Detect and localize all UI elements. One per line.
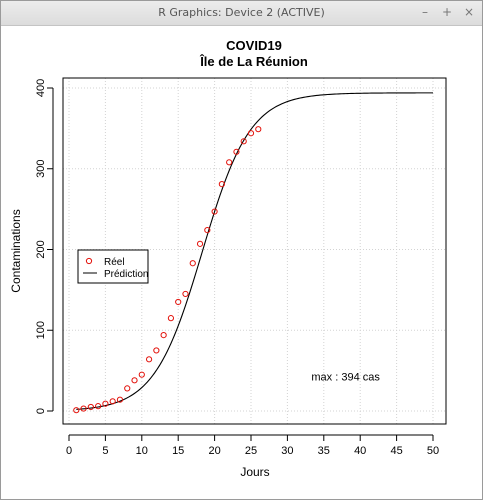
maximize-button[interactable]: + — [442, 5, 453, 19]
data-point-reel — [160, 331, 167, 339]
data-point-reel — [182, 290, 189, 298]
grid — [63, 78, 446, 424]
data-point-reel — [233, 148, 240, 155]
max-annotation: max : 394 cas — [311, 371, 380, 383]
data-point-reel — [116, 396, 124, 403]
title-bar[interactable]: R Graphics: Device 2 (ACTIVE) – + × — [1, 1, 482, 26]
data-point-reel — [175, 298, 182, 306]
y-tick-label: 400 — [35, 79, 47, 97]
x-tick-label: 0 — [66, 445, 72, 457]
data-point-reel — [226, 159, 233, 166]
legend-box — [77, 249, 149, 284]
data-point-reel — [124, 385, 131, 392]
data-point-reel — [153, 347, 160, 354]
x-tick-label: 5 — [102, 445, 108, 457]
data-point-reel — [240, 138, 247, 145]
axes: 0 5 10 15 20 25 30 35 40 45 50 0 100 200 300 400 — [35, 79, 439, 457]
legend-marker-reel — [85, 257, 93, 265]
plot-frame — [62, 77, 447, 425]
x-tick-label: 25 — [245, 445, 257, 457]
y-tick-label: 200 — [35, 240, 47, 258]
legend-label-reel: Réel — [104, 257, 125, 268]
chart-svg: 0 5 10 15 20 25 30 35 40 45 50 0 100 200 300 400 COVID1… — [9, 38, 447, 479]
prediction-line — [76, 92, 433, 410]
y-tick-label: 0 — [35, 408, 47, 414]
data-point-reel — [131, 377, 138, 384]
x-tick-label: 20 — [208, 445, 220, 457]
data-point-reel — [218, 180, 225, 188]
y-tick-label: 300 — [35, 160, 47, 178]
x-tick-label: 35 — [318, 445, 330, 457]
data-point-reel — [109, 398, 116, 405]
close-button[interactable]: × — [464, 5, 475, 19]
plot-canvas: 0 5 10 15 20 25 30 35 40 45 50 0 100 200 300 400 COVID1… — [1, 26, 482, 499]
x-tick-label: 30 — [281, 445, 293, 457]
y-tick-label: 100 — [35, 321, 47, 339]
y-axis-label: Contaminations — [9, 209, 23, 292]
data-layer — [73, 92, 433, 414]
data-point-reel — [211, 208, 218, 215]
x-tick-label: 15 — [172, 445, 184, 457]
legend-label-prediction: Prédiction — [104, 269, 148, 280]
x-tick-label: 10 — [136, 445, 148, 457]
chart-subtitle: Île de La Réunion — [199, 54, 308, 69]
data-point-reel — [247, 130, 255, 137]
legend: Réel Prédiction — [77, 249, 149, 284]
data-point-reel — [138, 371, 145, 378]
window-title: R Graphics: Device 2 (ACTIVE) — [158, 6, 325, 19]
window-controls: – + × — [420, 5, 474, 19]
data-point-reel — [80, 405, 87, 412]
chart-title: COVID19 — [226, 38, 282, 53]
data-point-reel — [95, 403, 102, 410]
x-tick-label: 40 — [354, 445, 366, 457]
data-point-reel — [102, 400, 109, 407]
minimize-button[interactable]: – — [422, 5, 428, 19]
data-point-reel — [73, 407, 80, 414]
x-tick-label: 45 — [390, 445, 402, 457]
data-point-reel — [167, 315, 175, 322]
data-point-reel — [196, 240, 204, 247]
x-tick-label: 50 — [427, 445, 439, 457]
data-point-reel — [145, 356, 153, 363]
data-point-reel — [255, 126, 262, 133]
x-axis-label: Jours — [240, 465, 269, 479]
data-point-reel — [204, 227, 211, 234]
data-point-reel — [189, 260, 196, 267]
data-point-reel — [87, 403, 94, 411]
